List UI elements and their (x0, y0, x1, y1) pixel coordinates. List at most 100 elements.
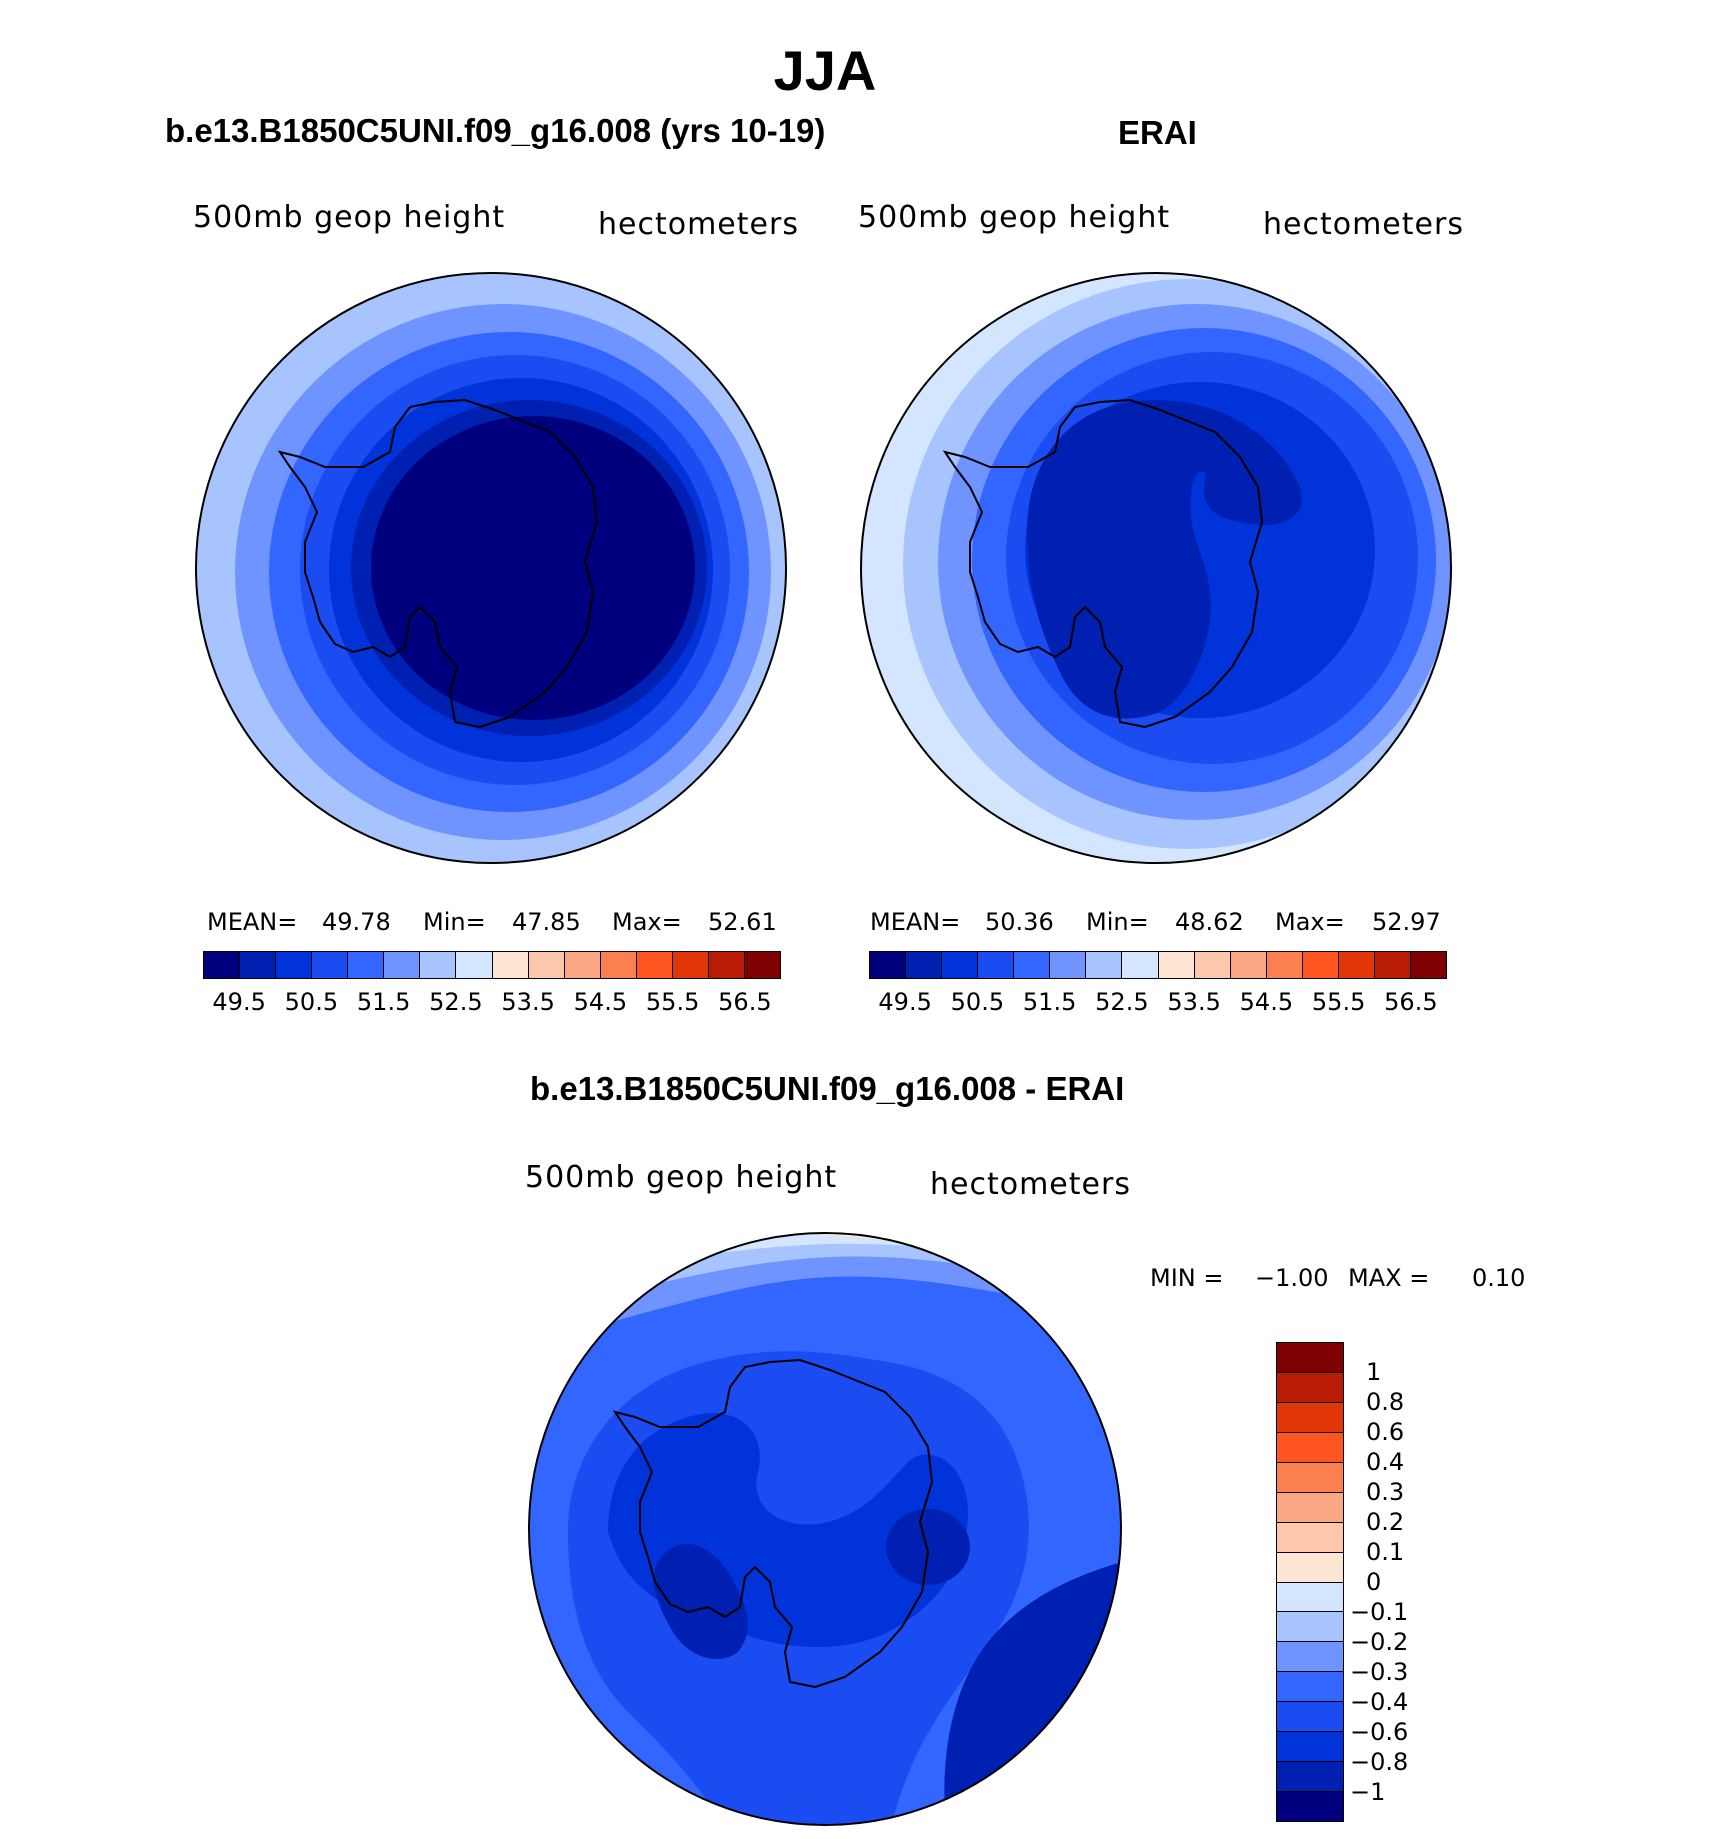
model-colorbar (203, 951, 781, 979)
colorbar-tick-label: −0.1 (1350, 1598, 1409, 1626)
diff-colorbar-ticks: 1 0.8 0.6 0.4 0.3 0.2 0.1 0 −0.1 −0.2 −0.3 −0.4 −0.6… (1350, 1342, 1470, 1822)
colorbar-cell (1277, 1582, 1343, 1613)
colorbar-tick-label: 53.5 (501, 988, 555, 1016)
colorbar-cell (1277, 1492, 1343, 1523)
colorbar-tick-label: 51.5 (356, 988, 411, 1016)
colorbar-cell (1277, 1552, 1343, 1583)
colorbar-cell (672, 952, 709, 978)
colorbar-cell (1230, 952, 1267, 978)
colorbar-cell (1194, 952, 1231, 978)
colorbar-cell (1277, 1702, 1343, 1733)
colorbar-cell (204, 952, 241, 978)
obs-polar-map (860, 272, 1452, 864)
colorbar-cell (1277, 1432, 1343, 1463)
colorbar-cell (1277, 1402, 1343, 1433)
colorbar-cell (420, 952, 457, 978)
diff-panel-title: b.e13.B1850C5UNI.f09_g16.008 - ERAI (530, 1070, 1125, 1107)
colorbar-tick-label: 54.5 (573, 988, 628, 1016)
obs-min-value: 48.62 (1175, 908, 1244, 936)
colorbar-cell (1277, 1343, 1343, 1373)
diff-left-label: 500mb geop height (525, 1160, 838, 1195)
colorbar-tick-label: 52.5 (429, 988, 483, 1016)
colorbar-cell (1277, 1462, 1343, 1493)
colorbar-cell (312, 952, 349, 978)
model-right-label: hectometers (598, 207, 799, 242)
colorbar-cell (942, 952, 979, 978)
model-polar-map (195, 272, 787, 864)
colorbar-tick-label: 0.4 (1366, 1448, 1405, 1476)
diff-min-label: MIN = (1150, 1264, 1224, 1292)
model-min-label: Min= (423, 908, 486, 936)
colorbar-cell (1086, 952, 1123, 978)
colorbar-tick-label: 55.5 (645, 988, 700, 1016)
diff-max-label: MAX = (1348, 1264, 1430, 1292)
colorbar-cell (384, 952, 421, 978)
colorbar-cell (1277, 1762, 1343, 1793)
obs-panel-title: ERAI (1118, 114, 1197, 151)
obs-max-label: Max= (1275, 908, 1345, 936)
colorbar-tick-label: −0.6 (1350, 1718, 1409, 1746)
colorbar-cell (1014, 952, 1051, 978)
obs-right-label: hectometers (1263, 207, 1464, 242)
colorbar-tick-label: −1 (1350, 1778, 1386, 1806)
colorbar-tick-label: −0.4 (1350, 1688, 1409, 1716)
colorbar-tick-label: 50.5 (950, 988, 1005, 1016)
main-title: JJA (773, 39, 877, 102)
model-max-value: 52.61 (708, 908, 777, 936)
model-max-label: Max= (612, 908, 682, 936)
colorbar-cell (1158, 952, 1195, 978)
colorbar-cell (744, 952, 780, 978)
colorbar-cell (1277, 1612, 1343, 1643)
colorbar-cell (1277, 1792, 1343, 1821)
diff-max-value: 0.10 (1472, 1264, 1526, 1292)
colorbar-cell (1410, 952, 1446, 978)
colorbar-cell (1302, 952, 1339, 978)
obs-left-label: 500mb geop height (858, 200, 1171, 235)
colorbar-cell (978, 952, 1015, 978)
colorbar-cell (1277, 1642, 1343, 1673)
colorbar-cell (708, 952, 745, 978)
colorbar-cell (1266, 952, 1303, 978)
colorbar-cell (1122, 952, 1159, 978)
colorbar-tick-label: 51.5 (1022, 988, 1077, 1016)
colorbar-tick-label: 50.5 (284, 988, 339, 1016)
obs-colorbar (869, 951, 1447, 979)
obs-mean-value: 50.36 (985, 908, 1054, 936)
colorbar-tick-label: 0.1 (1366, 1538, 1405, 1566)
colorbar-cell (1277, 1522, 1343, 1553)
colorbar-tick-label: 0.8 (1366, 1388, 1405, 1416)
model-left-label: 500mb geop height (193, 200, 506, 235)
colorbar-cell (1277, 1672, 1343, 1703)
colorbar-cell (1277, 1732, 1343, 1763)
obs-max-value: 52.97 (1372, 908, 1441, 936)
colorbar-cell (528, 952, 565, 978)
colorbar-tick-label: 49.5 (878, 988, 932, 1016)
colorbar-tick-label: 0 (1366, 1568, 1382, 1596)
colorbar-cell (906, 952, 943, 978)
model-mean-value: 49.78 (322, 908, 391, 936)
colorbar-cell (1374, 952, 1411, 978)
colorbar-cell (276, 952, 313, 978)
colorbar-tick-label: 0.6 (1366, 1418, 1405, 1446)
diff-polar-map (528, 1232, 1122, 1826)
colorbar-tick-label: 1 (1366, 1358, 1382, 1386)
colorbar-tick-label: 0.2 (1366, 1508, 1405, 1536)
obs-mean-label: MEAN= (870, 908, 961, 936)
colorbar-cell (456, 952, 493, 978)
colorbar-cell (492, 952, 529, 978)
colorbar-tick-label: 55.5 (1311, 988, 1366, 1016)
colorbar-tick-label: 53.5 (1167, 988, 1221, 1016)
colorbar-tick-label: 56.5 (718, 988, 772, 1016)
colorbar-tick-label: −0.3 (1350, 1658, 1409, 1686)
obs-min-label: Min= (1086, 908, 1149, 936)
model-min-value: 47.85 (512, 908, 581, 936)
colorbar-cell (870, 952, 907, 978)
colorbar-tick-label: 54.5 (1239, 988, 1294, 1016)
colorbar-tick-label: 49.5 (212, 988, 266, 1016)
colorbar-cell (1050, 952, 1087, 978)
colorbar-tick-label: 56.5 (1384, 988, 1438, 1016)
colorbar-cell (600, 952, 637, 978)
colorbar-cell (1338, 952, 1375, 978)
colorbar-tick-label: −0.8 (1350, 1748, 1409, 1776)
model-mean-label: MEAN= (207, 908, 298, 936)
